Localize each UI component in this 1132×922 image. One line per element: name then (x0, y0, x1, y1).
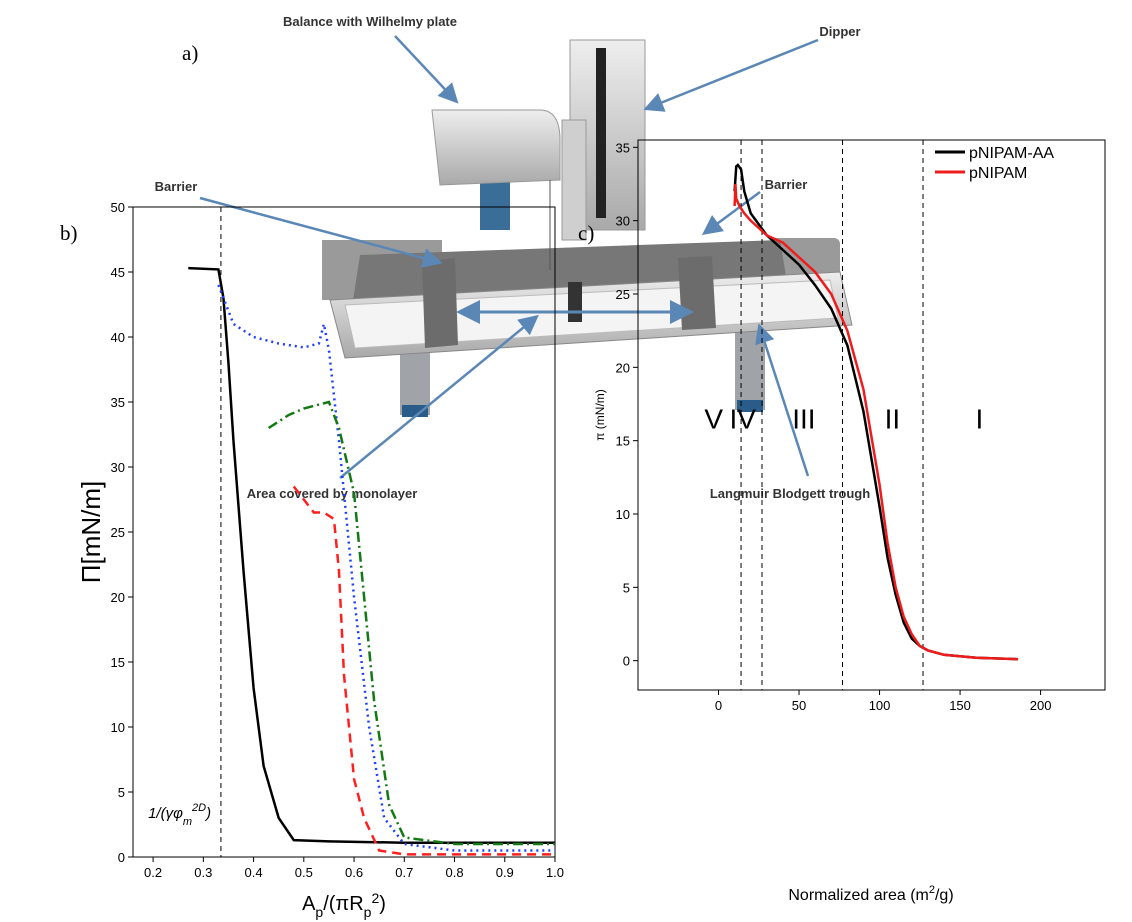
x-tick-label: 0.7 (395, 865, 413, 880)
y-tick-label: 5 (623, 580, 630, 595)
y-tick-label: 50 (111, 200, 125, 215)
annotation: 1/(γφm 2D) (148, 802, 211, 828)
legend-label: pNIPAM-AA (969, 145, 1054, 162)
x-axis-title-part: 2 (929, 884, 935, 896)
region-label: I (976, 404, 984, 435)
plot-frame (637, 139, 1106, 691)
y-tick-label: 30 (111, 460, 125, 475)
panel-label: a) (182, 41, 198, 65)
y-tick-label: 35 (111, 395, 125, 410)
x-axis-title-part: 2 (371, 890, 379, 906)
series-line (217, 284, 555, 852)
x-tick-label: 0.9 (496, 865, 514, 880)
x-tick-label: 0.8 (445, 865, 463, 880)
x-axis-title-part: Normalized area (m (788, 887, 928, 904)
x-tick-label: 150 (949, 698, 971, 713)
x-axis-title: Ap/(πRp2) (302, 890, 386, 920)
x-tick-label: 200 (1030, 698, 1052, 713)
y-tick-label: 25 (616, 287, 630, 302)
y-tick-label: 15 (616, 434, 630, 449)
x-tick-label: 0.4 (245, 865, 263, 880)
y-tick-label: 0 (118, 850, 125, 865)
y-tick-label: 45 (111, 265, 125, 280)
y-tick-label: 40 (111, 330, 125, 345)
callout: Langmuir Blodgett trough (710, 486, 870, 501)
y-axis-title: Π[mN/m] (76, 481, 106, 584)
region-label: IV (729, 404, 756, 435)
x-tick-label: 0.3 (194, 865, 212, 880)
y-tick-label: 15 (111, 655, 125, 670)
x-tick-label: 0.5 (295, 865, 313, 880)
region-label: II (885, 404, 901, 435)
apparatus-photo (199, 35, 853, 479)
series-line (292, 485, 555, 856)
callout: Balance with Wilhelmy plate (283, 14, 457, 29)
callout: Area covered by monolayer (247, 486, 418, 501)
series-line (267, 400, 555, 846)
annotation-part: m (183, 816, 192, 828)
y-tick-label: 5 (118, 785, 125, 800)
callout: Barrier (155, 179, 198, 194)
y-tick-label: 10 (616, 507, 630, 522)
region-label: III (792, 404, 815, 435)
y-tick-label: 25 (111, 525, 125, 540)
x-axis-title-part: p (315, 904, 323, 920)
y-tick-label: 30 (616, 214, 630, 229)
series-line (733, 183, 1019, 661)
y-tick-label: 20 (616, 360, 630, 375)
y-tick-label: 20 (111, 590, 125, 605)
x-axis-title-part: ) (379, 893, 386, 915)
callout: Dipper (819, 24, 860, 39)
region-label: V (704, 404, 723, 435)
annotation-part: 2D (191, 802, 206, 814)
x-axis-title-part: A (302, 893, 316, 915)
y-tick-label: 0 (623, 654, 630, 669)
x-tick-label: 0.6 (345, 865, 363, 880)
legend-label: pNIPAM (969, 165, 1027, 182)
annotation-part: 1/(γφ (148, 805, 183, 822)
x-tick-label: 1.0 (546, 865, 564, 880)
callout: Barrier (765, 177, 808, 192)
x-axis-title-part: p (364, 904, 372, 920)
annotation-part: ) (204, 805, 211, 822)
x-axis-title-part: /(πR (323, 893, 363, 915)
y-axis-title: π (mN/m) (593, 389, 607, 441)
panel-label: b) (60, 221, 78, 245)
x-axis-title-part: /g) (935, 887, 954, 904)
y-tick-label: 10 (111, 720, 125, 735)
panel-label: c) (578, 221, 594, 245)
x-tick-label: 0.2 (144, 865, 162, 880)
x-tick-label: 0 (715, 698, 722, 713)
x-tick-label: 50 (792, 698, 806, 713)
x-axis-title: Normalized area (m2/g) (788, 884, 953, 904)
x-tick-label: 100 (869, 698, 891, 713)
y-tick-label: 35 (616, 140, 630, 155)
